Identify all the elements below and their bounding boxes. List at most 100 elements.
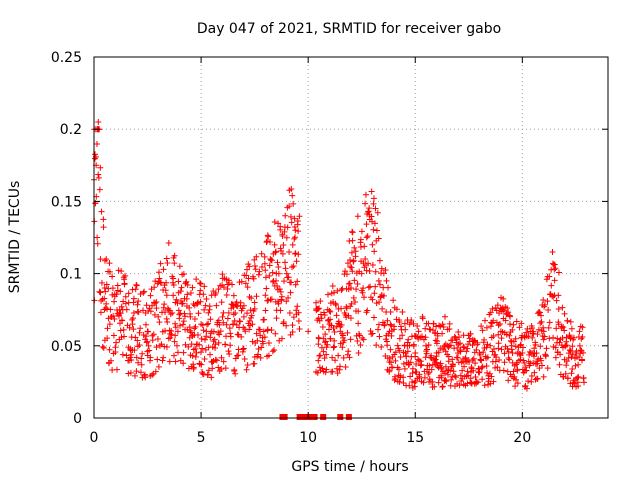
- data-point: [142, 374, 149, 381]
- data-point: [201, 306, 208, 313]
- data-point: [481, 317, 488, 324]
- data-point: [510, 368, 517, 375]
- data-point: [530, 359, 537, 366]
- data-point: [137, 325, 144, 332]
- data-point: [170, 352, 177, 359]
- data-point: [265, 352, 272, 359]
- data-point: [116, 306, 123, 313]
- data-point: [262, 267, 269, 274]
- data-point: [133, 282, 140, 289]
- data-point: [580, 379, 587, 386]
- data-point: [372, 205, 379, 212]
- data-point: [357, 341, 364, 348]
- data-point: [476, 368, 483, 375]
- data-point: [326, 321, 333, 328]
- data-point: [220, 358, 227, 365]
- data-point: [349, 228, 356, 235]
- data-point: [465, 357, 472, 364]
- data-point: [372, 283, 379, 290]
- data-point: [490, 317, 497, 324]
- data-point: [338, 286, 345, 293]
- data-point: [245, 275, 252, 282]
- data-point: [361, 243, 368, 250]
- data-point: [173, 342, 180, 349]
- data-point: [343, 303, 350, 310]
- data-point: [284, 224, 291, 231]
- data-point: [317, 298, 324, 305]
- data-point: [331, 289, 338, 296]
- data-point: [334, 287, 341, 294]
- data-point: [134, 343, 141, 350]
- data-point: [248, 312, 255, 319]
- data-point: [466, 335, 473, 342]
- data-point: [212, 341, 219, 348]
- data-point: [429, 379, 436, 386]
- data-point: [290, 263, 297, 270]
- data-point: [450, 368, 457, 375]
- data-point: [259, 264, 266, 271]
- data-point: [509, 326, 516, 333]
- data-point: [340, 354, 347, 361]
- data-point: [109, 285, 116, 292]
- data-point: [358, 228, 365, 235]
- data-point: [292, 250, 299, 257]
- y-axis-label: SRMTID / TECUs: [7, 181, 23, 294]
- data-point: [397, 353, 404, 360]
- data-point: [268, 257, 275, 264]
- data-point: [111, 316, 118, 323]
- data-point: [260, 340, 267, 347]
- data-point: [343, 271, 350, 278]
- data-point: [367, 283, 374, 290]
- data-point: [479, 327, 486, 334]
- data-point: [345, 348, 352, 355]
- data-point: [501, 350, 508, 357]
- data-point: [197, 298, 204, 305]
- data-point: [423, 346, 430, 353]
- data-point: [266, 272, 273, 279]
- data-point: [344, 260, 351, 267]
- data-point: [481, 336, 488, 343]
- data-point: [355, 320, 362, 327]
- data-point: [474, 379, 481, 386]
- data-point: [109, 273, 116, 280]
- data-point: [216, 331, 223, 338]
- data-point: [362, 200, 369, 207]
- data-point: [244, 310, 251, 317]
- data-point: [255, 351, 262, 358]
- data-point: [574, 379, 581, 386]
- data-point: [96, 186, 103, 193]
- data-point: [534, 331, 541, 338]
- data-point: [180, 270, 187, 277]
- data-point: [106, 268, 113, 275]
- data-point: [502, 317, 509, 324]
- data-point: [504, 305, 511, 312]
- data-point: [388, 332, 395, 339]
- data-point: [305, 328, 312, 335]
- data-point: [355, 349, 362, 356]
- data-point: [553, 325, 560, 332]
- data-point: [505, 348, 512, 355]
- data-point: [377, 293, 384, 300]
- data-point: [374, 209, 381, 216]
- data-point: [543, 345, 550, 352]
- data-point: [487, 380, 494, 387]
- data-point: [506, 356, 513, 363]
- data-point: [516, 324, 523, 331]
- data-point: [439, 383, 446, 390]
- data-point: [481, 382, 488, 389]
- data-point: [160, 266, 167, 273]
- data-point: [136, 329, 143, 336]
- data-point: [445, 358, 452, 365]
- data-point: [156, 275, 163, 282]
- data-point: [177, 288, 184, 295]
- data-point: [572, 362, 579, 369]
- data-point: [244, 284, 251, 291]
- data-point: [580, 375, 587, 382]
- data-point: [562, 370, 569, 377]
- data-point: [540, 324, 547, 331]
- data-point: [281, 278, 288, 285]
- data-point: [434, 332, 441, 339]
- data-point: [548, 282, 555, 289]
- data-point: [144, 328, 151, 335]
- data-point: [186, 304, 193, 311]
